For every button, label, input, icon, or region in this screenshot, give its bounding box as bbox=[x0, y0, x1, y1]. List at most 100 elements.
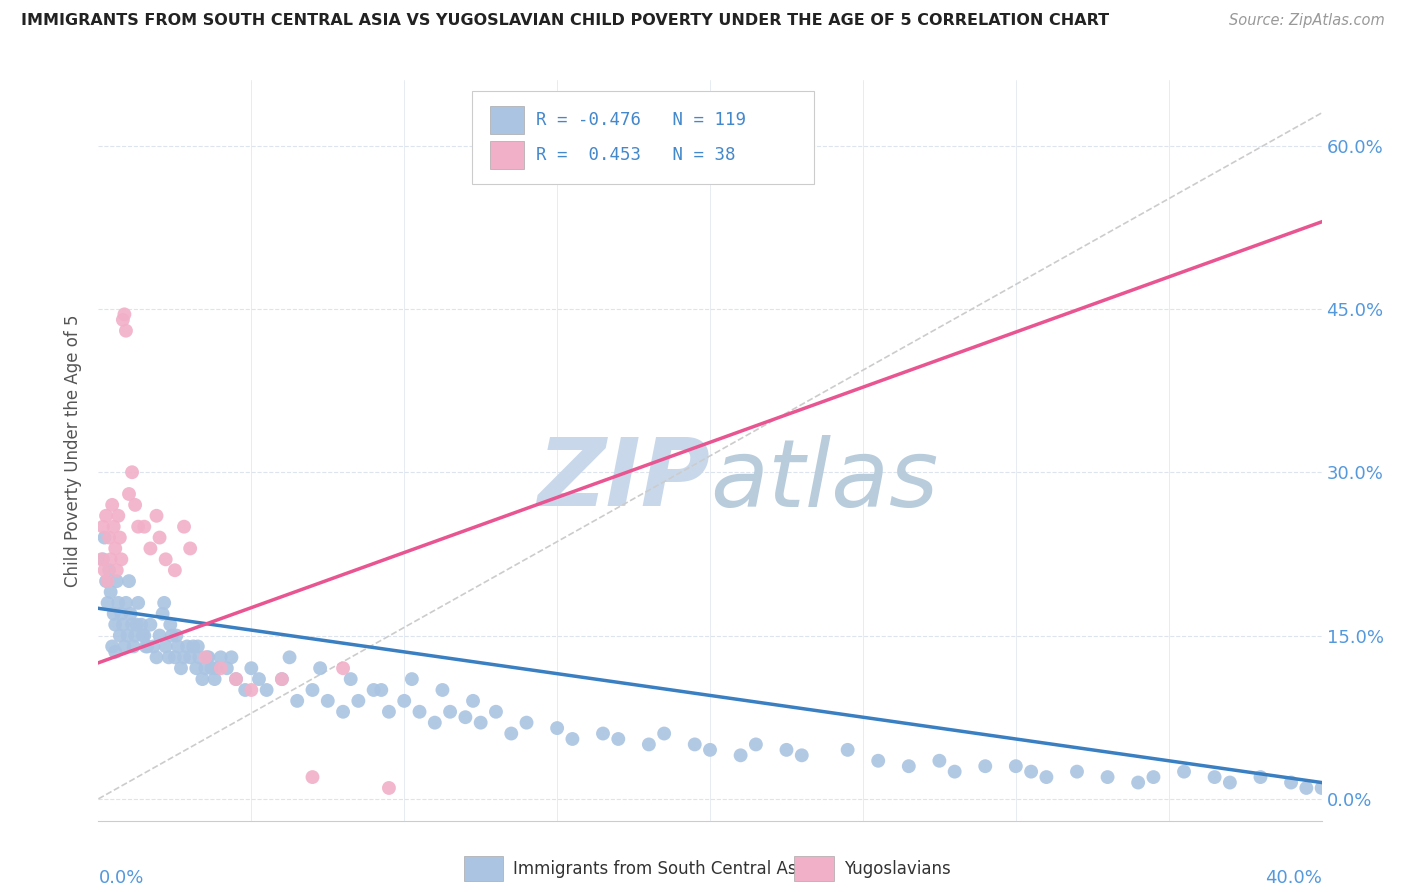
Point bbox=[94, 574, 117, 588]
Point bbox=[1279, 775, 1302, 789]
Point bbox=[868, 754, 890, 768]
Point bbox=[1035, 770, 1057, 784]
Point bbox=[470, 715, 492, 730]
Point bbox=[149, 629, 172, 643]
Point bbox=[194, 650, 217, 665]
Point bbox=[546, 721, 568, 735]
Point bbox=[118, 574, 141, 588]
Point bbox=[91, 519, 114, 533]
Point bbox=[247, 672, 270, 686]
Point bbox=[170, 661, 193, 675]
Point bbox=[98, 531, 121, 545]
Point bbox=[301, 770, 323, 784]
Point bbox=[134, 519, 156, 533]
Point bbox=[181, 640, 204, 654]
Point bbox=[160, 629, 183, 643]
Point bbox=[1204, 770, 1226, 784]
Point bbox=[176, 640, 198, 654]
Point bbox=[124, 498, 146, 512]
Point bbox=[136, 640, 159, 654]
Point bbox=[347, 694, 370, 708]
Point bbox=[94, 508, 117, 523]
Text: Immigrants from South Central Asia: Immigrants from South Central Asia bbox=[513, 860, 811, 878]
Point bbox=[100, 585, 122, 599]
Point bbox=[278, 650, 301, 665]
Point bbox=[1295, 780, 1317, 795]
Point bbox=[108, 629, 131, 643]
Point bbox=[91, 552, 114, 566]
Point bbox=[98, 563, 121, 577]
Point bbox=[111, 617, 134, 632]
Point bbox=[104, 541, 127, 556]
Point bbox=[339, 672, 361, 686]
Point bbox=[408, 705, 430, 719]
Point bbox=[132, 629, 155, 643]
Point bbox=[90, 552, 112, 566]
Point bbox=[1173, 764, 1195, 779]
FancyBboxPatch shape bbox=[489, 106, 524, 135]
Point bbox=[897, 759, 920, 773]
Point bbox=[775, 743, 797, 757]
Point bbox=[167, 640, 190, 654]
Point bbox=[120, 607, 142, 621]
Point bbox=[316, 694, 339, 708]
Point bbox=[112, 307, 135, 321]
Point bbox=[139, 541, 162, 556]
Text: ZIP: ZIP bbox=[537, 434, 710, 526]
Point bbox=[301, 683, 323, 698]
Point bbox=[121, 465, 143, 479]
Point bbox=[1019, 764, 1042, 779]
Text: 0.0%: 0.0% bbox=[98, 869, 143, 887]
Point bbox=[516, 715, 538, 730]
Text: Yugoslavians: Yugoslavians bbox=[844, 860, 950, 878]
Point bbox=[163, 563, 186, 577]
Point bbox=[204, 672, 226, 686]
Point bbox=[155, 552, 177, 566]
Point bbox=[197, 650, 219, 665]
Point bbox=[191, 672, 214, 686]
Point bbox=[332, 661, 354, 675]
Point bbox=[270, 672, 294, 686]
Point bbox=[188, 650, 211, 665]
Point bbox=[195, 650, 218, 665]
Point bbox=[108, 531, 131, 545]
Point bbox=[145, 650, 167, 665]
Point bbox=[121, 617, 143, 632]
Point bbox=[225, 672, 247, 686]
Point bbox=[115, 324, 138, 338]
Point bbox=[370, 683, 392, 698]
FancyBboxPatch shape bbox=[471, 91, 814, 184]
Point bbox=[110, 607, 132, 621]
Point bbox=[837, 743, 859, 757]
Text: atlas: atlas bbox=[710, 434, 938, 525]
Point bbox=[233, 683, 256, 698]
Point bbox=[105, 574, 128, 588]
Point bbox=[1219, 775, 1241, 789]
Point bbox=[225, 672, 247, 686]
Point bbox=[125, 617, 148, 632]
Point bbox=[790, 748, 813, 763]
Point bbox=[173, 519, 195, 533]
Point bbox=[101, 498, 124, 512]
Point bbox=[93, 563, 115, 577]
Point bbox=[974, 759, 997, 773]
Point bbox=[153, 596, 176, 610]
Point bbox=[1310, 780, 1333, 795]
Point bbox=[149, 531, 172, 545]
Point bbox=[165, 629, 187, 643]
Text: IMMIGRANTS FROM SOUTH CENTRAL ASIA VS YUGOSLAVIAN CHILD POVERTY UNDER THE AGE OF: IMMIGRANTS FROM SOUTH CENTRAL ASIA VS YU… bbox=[21, 13, 1109, 29]
Point bbox=[309, 661, 332, 675]
Point bbox=[139, 617, 162, 632]
Point bbox=[378, 705, 401, 719]
Point bbox=[928, 754, 950, 768]
Point bbox=[943, 764, 966, 779]
Point bbox=[134, 629, 156, 643]
Point bbox=[129, 617, 152, 632]
Point bbox=[107, 596, 129, 610]
Point bbox=[117, 629, 139, 643]
Point bbox=[205, 661, 228, 675]
Point bbox=[127, 596, 149, 610]
Point bbox=[592, 726, 614, 740]
Point bbox=[378, 780, 401, 795]
Point bbox=[127, 519, 149, 533]
